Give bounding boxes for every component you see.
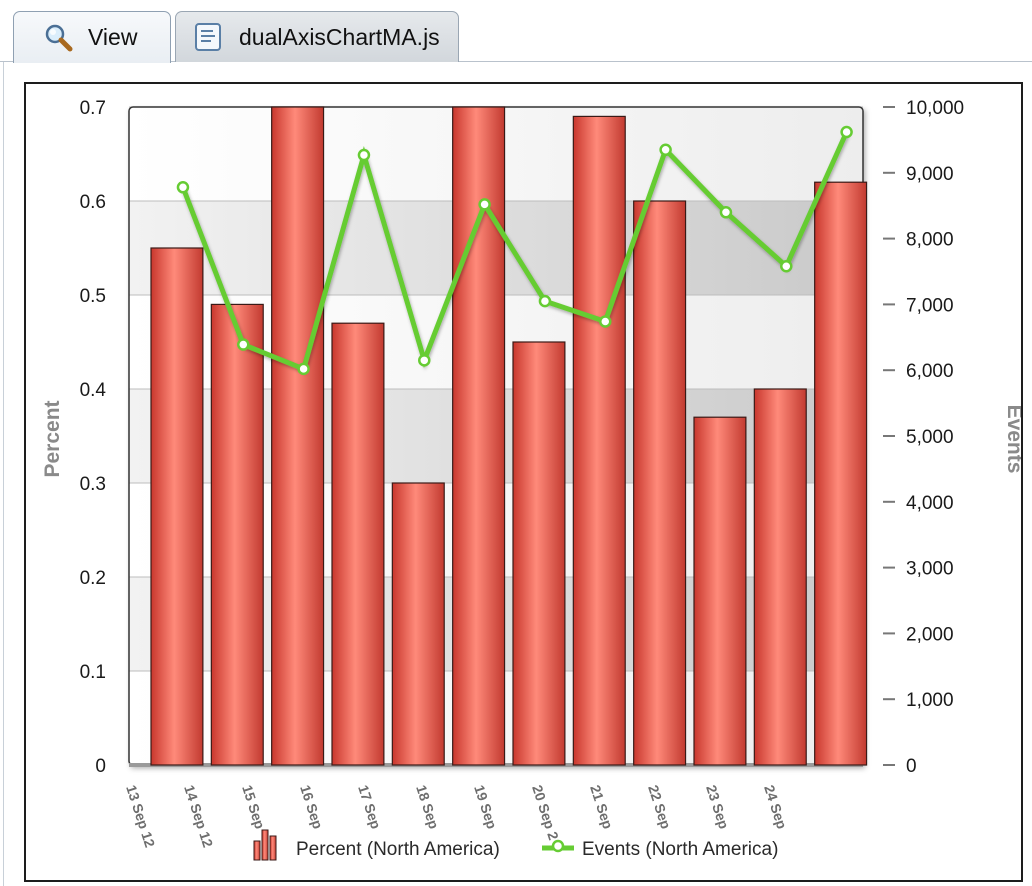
right-axis-title: Events xyxy=(1003,405,1021,474)
bar xyxy=(210,303,264,766)
right-y-tick-label: 0 xyxy=(906,756,917,777)
dual-axis-chart: 0 0.1 0.2 0.3 0.4 0.5 0.6 0.7 0 1,000 2,000 3,000 4… xyxy=(41,98,1021,861)
line-point xyxy=(780,259,793,273)
line-point xyxy=(357,148,371,162)
line-point xyxy=(538,294,552,308)
legend: Percent (North America) Events (North Am… xyxy=(253,829,778,861)
right-y-tick-label: 2,000 xyxy=(906,624,954,645)
script-file-icon xyxy=(195,23,221,51)
bar xyxy=(572,115,626,766)
bar xyxy=(633,200,687,766)
bar xyxy=(814,181,868,766)
tab-view-label: View xyxy=(88,24,138,50)
right-y-tick-label: 5,000 xyxy=(906,427,954,448)
magnifier-icon xyxy=(45,24,73,51)
x-tick-label: 24 Sep xyxy=(761,783,790,831)
right-y-tick-label: 10,000 xyxy=(906,98,964,119)
line-point xyxy=(176,181,190,194)
left-y-tick-label: 0.5 xyxy=(80,286,106,307)
x-tick-label: 13 Sep 12 xyxy=(123,783,158,850)
legend-item-events[interactable]: Events (North America) xyxy=(542,839,778,860)
x-tick-label: 23 Sep xyxy=(703,783,732,831)
x-tick-label: 19 Sep xyxy=(471,783,500,831)
bar xyxy=(693,416,747,766)
line-point xyxy=(599,315,612,328)
right-y-tick-label: 8,000 xyxy=(906,230,954,251)
right-y-axis: 0 1,000 2,000 3,000 4,000 5,000 6,000 7,000 8,00… xyxy=(883,98,964,777)
tab-view[interactable]: View xyxy=(13,11,171,63)
right-y-tick-label: 9,000 xyxy=(906,164,954,185)
line-point xyxy=(237,338,250,351)
x-tick-label: 15 Sep xyxy=(239,783,268,831)
tab-file-label: dualAxisChartMA.js xyxy=(239,23,440,50)
bar xyxy=(753,388,807,766)
bar xyxy=(391,482,445,766)
left-y-tick-label: 0.2 xyxy=(80,568,106,589)
bar xyxy=(150,247,204,766)
tab-dual-axis-chart-file[interactable]: dualAxisChartMA.js xyxy=(175,11,459,62)
legend-bar-swatch xyxy=(269,835,277,861)
legend-label-events: Events (North America) xyxy=(582,839,778,860)
bar xyxy=(512,341,566,766)
x-tick-label: 22 Sep xyxy=(645,783,674,831)
percent-bars xyxy=(150,106,868,766)
left-y-tick-label: 0 xyxy=(95,756,106,777)
bar xyxy=(331,322,385,766)
right-y-tick-label: 1,000 xyxy=(906,690,954,711)
legend-bar-icon xyxy=(253,829,277,861)
line-point xyxy=(297,362,310,376)
line-point xyxy=(719,206,733,219)
legend-label-percent: Percent (North America) xyxy=(296,839,500,860)
legend-line-marker xyxy=(551,839,565,853)
legend-bar-swatch xyxy=(253,840,261,861)
x-tick-label: 21 Sep xyxy=(587,783,616,831)
legend-bar-swatch xyxy=(261,829,269,861)
events-polyline xyxy=(180,130,849,373)
x-tick-label: 18 Sep xyxy=(413,783,442,831)
legend-line-icon xyxy=(542,839,574,853)
line-point xyxy=(659,143,672,157)
right-y-tick-label: 7,000 xyxy=(906,295,954,316)
right-y-tick-label: 3,000 xyxy=(906,559,954,580)
left-y-tick-label: 0.7 xyxy=(80,98,106,119)
line-point xyxy=(478,198,491,211)
left-y-tick-label: 0.6 xyxy=(80,192,106,213)
left-axis-title: Percent xyxy=(41,400,64,477)
line-point xyxy=(418,354,431,367)
left-y-tick-label: 0.4 xyxy=(80,380,107,401)
tab-bar: View dualAxisChartMA.js xyxy=(0,0,1032,63)
left-y-axis: 0 0.1 0.2 0.3 0.4 0.5 0.6 0.7 xyxy=(80,98,107,777)
right-y-tick-label: 4,000 xyxy=(906,493,954,514)
events-line xyxy=(176,125,853,376)
chart-frame: 0 0.1 0.2 0.3 0.4 0.5 0.6 0.7 0 1,000 2,000 3,000 4… xyxy=(24,82,1023,882)
x-tick-label: 17 Sep xyxy=(355,783,384,831)
x-tick-label: 20 Sep 2 xyxy=(529,783,562,842)
x-tick-label: 14 Sep 12 xyxy=(181,783,216,850)
bar xyxy=(271,106,325,766)
line-point xyxy=(840,125,853,139)
right-y-tick-label: 6,000 xyxy=(906,361,954,382)
left-y-tick-label: 0.3 xyxy=(80,474,106,495)
left-y-tick-label: 0.1 xyxy=(80,662,106,683)
x-tick-label: 16 Sep xyxy=(297,783,326,831)
content-border xyxy=(3,62,4,886)
legend-item-percent[interactable]: Percent (North America) xyxy=(253,829,500,861)
